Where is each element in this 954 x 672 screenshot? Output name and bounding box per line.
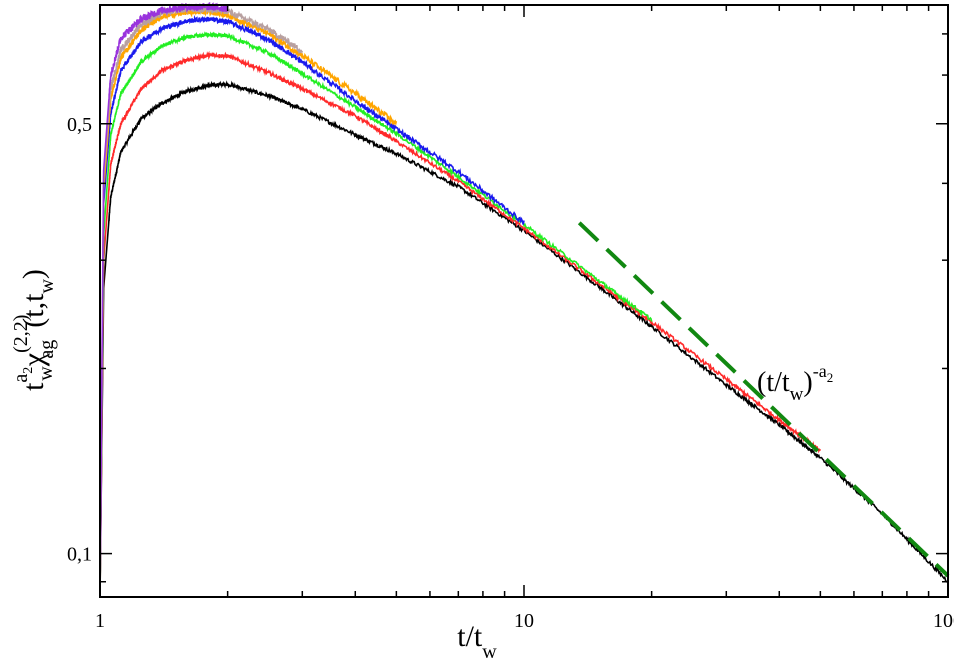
y-title-chi: χ <box>17 352 50 367</box>
tick-layer: 1 10 100 0,1 0,5 <box>67 5 954 632</box>
series-line-6 <box>99 2 229 598</box>
x-axis-title-main: t/t <box>457 620 483 653</box>
annotation-supsub: 2 <box>827 370 834 385</box>
series-line-1 <box>99 50 822 598</box>
annotation-base: (t/t <box>757 367 790 398</box>
annotation-sub: w <box>790 384 804 405</box>
x-tick-label: 1 <box>95 610 105 632</box>
y-title-t: t <box>17 382 50 391</box>
x-tick-label: 100 <box>933 610 954 632</box>
y-axis-title: ta2wχ(2,2) ag(t,tw) <box>10 269 58 391</box>
y-title-chi-sup: (2,2) <box>10 315 32 353</box>
x-axis-title-sub: w <box>482 641 497 663</box>
series-line-2 <box>99 31 653 598</box>
series-line-5 <box>99 4 304 598</box>
y-title-t-supsub: 2 <box>21 367 36 374</box>
y-title-t-sup: a <box>10 374 32 383</box>
y-title-t-sub: w <box>35 366 57 381</box>
series-layer <box>99 2 949 598</box>
y-title-args-sub: w <box>36 279 58 294</box>
plot-frame <box>99 4 949 598</box>
fit-layer <box>577 221 950 578</box>
x-axis-title: t/tw <box>457 620 497 663</box>
y-tick-label: 0,5 <box>67 114 92 136</box>
y-title-args-close: ) <box>17 269 50 279</box>
annotation-close: ) <box>803 367 812 398</box>
x-tick-label: 10 <box>514 610 534 632</box>
fit-line <box>577 221 950 578</box>
series-line-0 <box>99 80 949 598</box>
annotation-sup: -a <box>813 361 827 381</box>
y-title-chi-sub: ag <box>36 340 58 359</box>
annotation-label: (t/tw)-a2 <box>757 361 833 405</box>
y-tick-label: 0,1 <box>67 544 92 566</box>
series-line-3 <box>99 14 525 598</box>
y-title-args: (t,t <box>17 293 50 328</box>
